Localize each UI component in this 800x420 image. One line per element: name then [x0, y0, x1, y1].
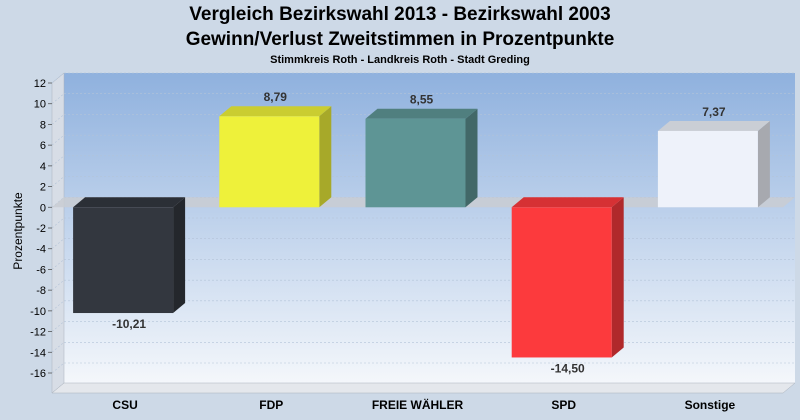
y-tick-label: -8 [36, 285, 46, 297]
grid-line-side [51, 259, 65, 270]
x-tick-label: FDP [259, 398, 283, 412]
x-tick-label: Sonstige [685, 398, 736, 412]
grid-line-side [51, 342, 65, 353]
bar-front [657, 130, 758, 208]
chart-subtitle: Stimmkreis Roth - Landkreis Roth - Stadt… [270, 54, 530, 66]
bar-side [757, 120, 770, 208]
bar-side [173, 197, 186, 314]
y-tick-label: 10 [34, 99, 46, 111]
x-tick-label: SPD [551, 398, 576, 412]
data-label: 8,79 [264, 90, 288, 104]
data-label: -14,50 [551, 361, 585, 375]
y-tick-label: 4 [40, 161, 46, 173]
bar-side [319, 106, 332, 208]
y-tick-label: 8 [40, 119, 46, 131]
data-label: 7,37 [702, 105, 726, 119]
bar-top [511, 197, 624, 208]
bar-spd [511, 197, 624, 358]
bar-top [73, 197, 186, 208]
y-tick-label: 6 [40, 140, 46, 152]
bar-front [219, 116, 320, 208]
y-tick-label: -16 [30, 368, 46, 380]
bar-side [465, 108, 478, 208]
bar-front [73, 207, 174, 314]
grid-line-side [51, 93, 65, 104]
chart-title: Vergleich Bezirkswahl 2013 - Bezirkswahl… [189, 4, 611, 25]
y-tick-label: 12 [34, 78, 46, 90]
x-tick-label: FREIE WÄHLER [372, 397, 464, 412]
chart-title-line-2: Gewinn/Verlust Zweitstimmen in Prozentpu… [185, 29, 615, 50]
y-tick-label: 0 [40, 202, 46, 214]
grid-line-side [51, 362, 65, 374]
bar-front [365, 118, 466, 208]
bar-fdp [219, 106, 332, 208]
plot-floor [51, 382, 796, 394]
grid-line-side [51, 238, 65, 249]
bar-top [657, 120, 770, 131]
y-axis-label: Prozentpunkte [11, 192, 25, 270]
bar-top [365, 108, 478, 119]
grid-line-side [51, 279, 65, 291]
grid-line-side [51, 321, 65, 332]
bar-sonstige [657, 120, 770, 208]
grid-line-side [51, 114, 65, 125]
bar-csu [73, 197, 186, 314]
grid-line-side [51, 300, 65, 312]
x-tick-label: CSU [112, 398, 137, 412]
plot-left-wall [51, 72, 65, 394]
grid-line-side [51, 217, 65, 229]
grid-line-side [51, 155, 65, 167]
y-tick-label: -6 [36, 264, 46, 276]
data-label: 8,55 [410, 93, 434, 107]
y-tick-label: -2 [36, 223, 46, 235]
y-tick-label: 2 [40, 182, 46, 194]
bar-side [611, 197, 624, 358]
y-tick-label: -4 [36, 244, 46, 256]
bar-top [219, 106, 332, 117]
bar-front [511, 207, 612, 358]
y-tick-label: -10 [30, 306, 46, 318]
y-tick-label: -12 [30, 327, 46, 339]
bar-freie-w-hler [365, 108, 478, 208]
grid-line-side [51, 176, 65, 187]
grid-line-side [51, 134, 65, 146]
grid-line-side [51, 72, 65, 84]
data-label: -10,21 [112, 317, 146, 331]
y-tick-label: -14 [30, 347, 46, 359]
